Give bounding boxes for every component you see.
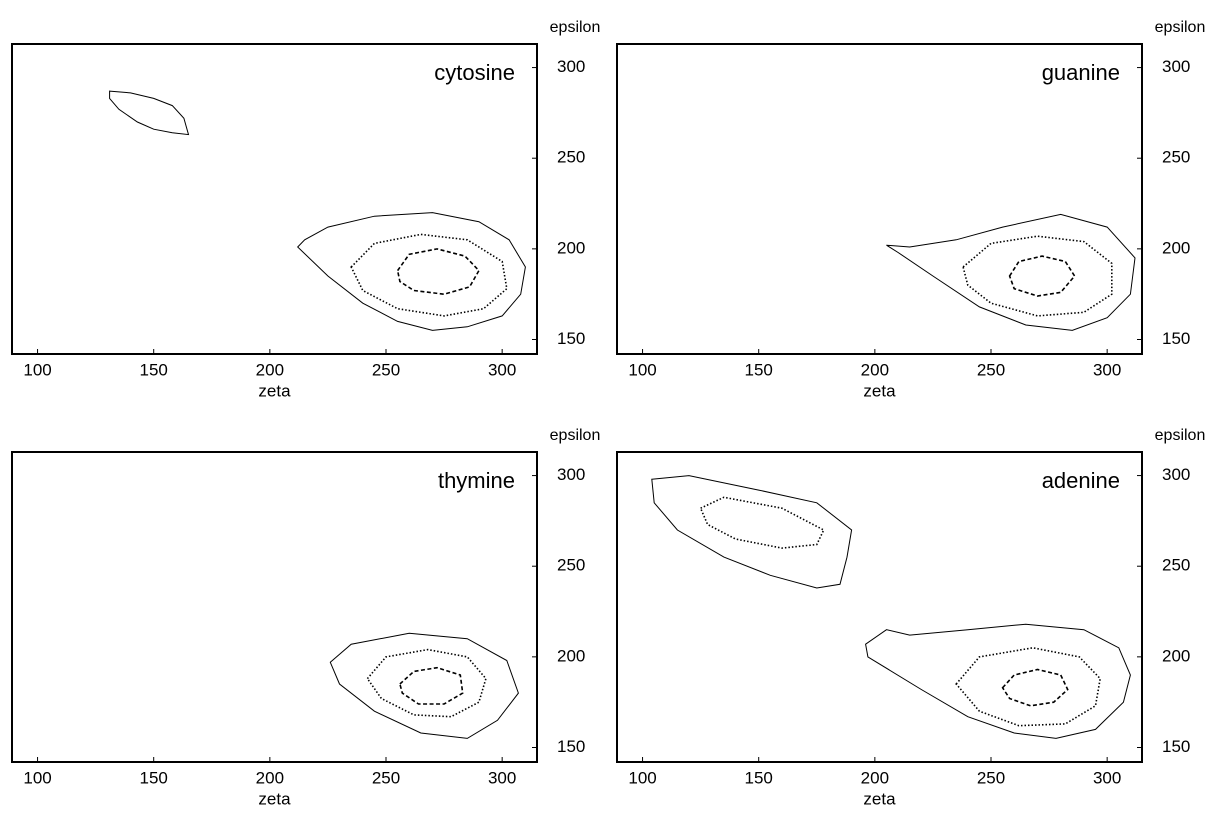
panel-title: cytosine <box>434 60 515 85</box>
y-tick-label: 150 <box>557 329 585 348</box>
y-axis-label: epsilon <box>550 19 601 36</box>
y-tick-label: 150 <box>557 737 585 756</box>
y-axis-label: epsilon <box>550 427 601 444</box>
contour-line <box>865 623 1131 739</box>
y-tick-label: 250 <box>557 556 585 575</box>
x-tick-label: 200 <box>861 768 889 787</box>
y-tick-label: 250 <box>1162 556 1190 575</box>
x-tick-label: 150 <box>140 360 168 379</box>
contour-line <box>296 212 526 331</box>
y-tick-label: 150 <box>1162 737 1190 756</box>
x-tick-label: 150 <box>745 768 773 787</box>
plot-frame <box>11 451 538 763</box>
x-tick-label: 250 <box>977 360 1005 379</box>
plot-frame <box>616 43 1143 355</box>
x-tick-label: 250 <box>372 768 400 787</box>
contour-line <box>1008 255 1076 297</box>
x-tick-label: 100 <box>628 360 656 379</box>
x-tick-label: 300 <box>488 360 516 379</box>
x-tick-label: 200 <box>861 360 889 379</box>
y-tick-label: 150 <box>1162 329 1190 348</box>
y-tick-label: 250 <box>557 148 585 167</box>
y-tick-label: 200 <box>1162 646 1190 665</box>
contour-line <box>955 646 1102 727</box>
y-tick-label: 200 <box>557 646 585 665</box>
contour-line <box>399 666 464 705</box>
y-tick-label: 300 <box>557 57 585 76</box>
x-tick-label: 250 <box>372 360 400 379</box>
x-axis-label: zeta <box>258 381 291 400</box>
contour-line <box>651 475 853 589</box>
panel-title: thymine <box>438 468 515 493</box>
x-tick-label: 100 <box>23 768 51 787</box>
y-tick-label: 300 <box>557 465 585 484</box>
x-tick-label: 100 <box>23 360 51 379</box>
contour-line <box>1001 668 1069 707</box>
plot-frame <box>616 451 1143 763</box>
x-tick-label: 250 <box>977 768 1005 787</box>
contour-line <box>699 496 825 549</box>
x-tick-label: 300 <box>488 768 516 787</box>
x-tick-label: 200 <box>256 768 284 787</box>
contour-line <box>329 632 519 739</box>
x-tick-label: 150 <box>140 768 168 787</box>
y-axis-label: epsilon <box>1155 427 1206 444</box>
y-tick-label: 250 <box>1162 148 1190 167</box>
x-tick-label: 200 <box>256 360 284 379</box>
y-tick-label: 200 <box>1162 238 1190 257</box>
x-axis-label: zeta <box>258 789 291 808</box>
y-tick-label: 200 <box>557 238 585 257</box>
plot-frame <box>11 43 538 355</box>
x-tick-label: 150 <box>745 360 773 379</box>
contour-line <box>109 90 190 136</box>
contour-line <box>962 235 1113 317</box>
panel-title: adenine <box>1042 468 1120 493</box>
x-axis-label: zeta <box>863 789 896 808</box>
x-tick-label: 300 <box>1093 768 1121 787</box>
contour-line <box>366 648 487 718</box>
contour-line <box>396 248 480 296</box>
contour-line <box>350 233 508 317</box>
y-tick-label: 300 <box>1162 465 1190 484</box>
x-tick-label: 100 <box>628 768 656 787</box>
x-tick-label: 300 <box>1093 360 1121 379</box>
y-tick-label: 300 <box>1162 57 1190 76</box>
x-axis-label: zeta <box>863 381 896 400</box>
y-axis-label: epsilon <box>1155 19 1206 36</box>
panel-title: guanine <box>1042 60 1120 85</box>
contour-line <box>886 213 1136 331</box>
